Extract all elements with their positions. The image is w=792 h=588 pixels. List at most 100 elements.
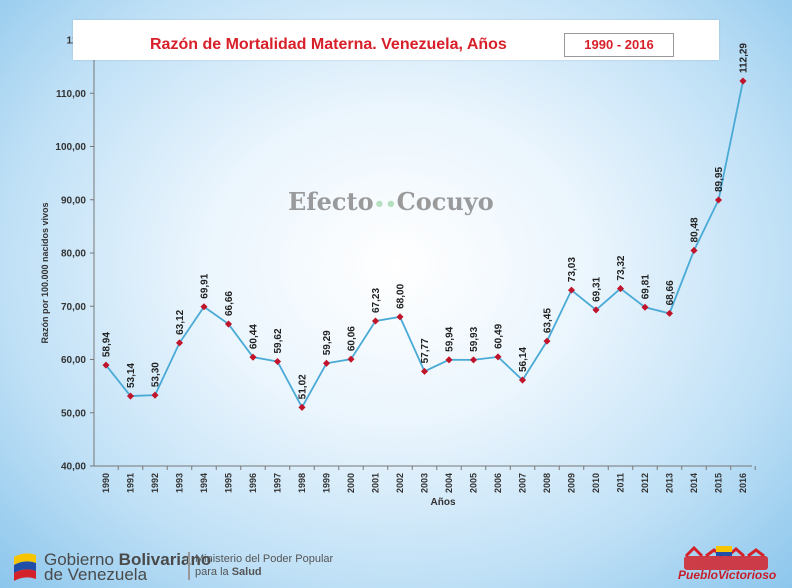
x-tick-label: 1991	[126, 473, 136, 493]
footer-divider	[188, 552, 190, 580]
x-tick-label: 2004	[444, 473, 454, 493]
y-tick-label: 90,00	[61, 195, 86, 206]
data-point	[151, 391, 159, 399]
chart-title: Razón de Mortalidad Materna. Venezuela, …	[150, 36, 507, 53]
chart-title-years: 1990 - 2016	[564, 33, 674, 57]
data-label: 53,30	[151, 362, 162, 387]
data-point	[200, 303, 208, 311]
venezuela-flag-icon	[14, 553, 36, 581]
y-tick-label: 40,00	[61, 462, 86, 473]
data-point	[714, 196, 723, 204]
x-tick-label: 2003	[420, 473, 430, 493]
data-label: 58,94	[102, 332, 113, 357]
gov-name-light: Gobierno	[44, 550, 119, 569]
y-tick-label: 60,00	[61, 355, 86, 366]
x-tick-label: 2012	[640, 473, 650, 493]
x-tick-label: 2008	[542, 473, 552, 493]
x-tick-label: 1990	[101, 473, 111, 493]
data-label: 60,49	[494, 323, 505, 348]
data-point	[641, 303, 649, 311]
watermark: Efecto••Cocuyo	[288, 187, 494, 216]
x-tick-label: 2000	[346, 473, 356, 493]
data-label: 112,29	[739, 43, 750, 73]
logo-text: PuebloVictorioso	[678, 568, 777, 582]
x-tick-label: 2006	[493, 473, 503, 493]
watermark-word-1: Efecto	[288, 187, 374, 216]
data-label: 59,29	[322, 330, 333, 355]
data-label: 67,23	[371, 288, 382, 313]
data-label: 60,06	[347, 326, 358, 351]
data-point	[592, 306, 600, 314]
data-label: 59,94	[445, 326, 456, 351]
ministry-line-2: para la Salud	[195, 566, 262, 578]
data-label: 59,62	[273, 328, 284, 353]
watermark-dots: ••	[373, 194, 397, 215]
x-tick-label: 1997	[273, 473, 283, 493]
x-tick-label: 2010	[591, 473, 601, 493]
x-axis-title: Años	[431, 497, 456, 508]
y-axis-title: Razón por 100.000 nacidos vivos	[40, 202, 50, 343]
data-label: 89,95	[714, 167, 725, 192]
ministry-line-1: Ministerio del Poder Popular	[195, 553, 334, 565]
watermark-word-2: Cocuyo	[396, 187, 494, 216]
x-tick-label: 1996	[248, 473, 258, 493]
data-label: 73,03	[567, 257, 578, 282]
data-point	[396, 313, 404, 321]
x-tick-label: 2001	[371, 473, 381, 493]
x-tick-label: 1998	[297, 473, 307, 493]
data-label: 57,77	[420, 338, 431, 363]
x-tick-label: 1994	[199, 473, 209, 493]
pueblo-victorioso-logo-icon	[684, 546, 768, 570]
x-tick-label: 1993	[175, 473, 185, 493]
y-tick-label: 110,00	[56, 89, 86, 100]
data-point	[469, 356, 478, 364]
data-label: 56,14	[518, 347, 529, 372]
data-point	[518, 376, 527, 384]
data-label: 51,02	[298, 374, 309, 399]
data-point	[322, 359, 331, 367]
y-tick-label: 50,00	[61, 408, 86, 419]
data-point	[445, 356, 453, 364]
y-tick-label: 100,00	[55, 142, 86, 153]
x-tick-label: 2009	[567, 473, 577, 493]
data-point	[739, 77, 747, 85]
footer: Gobierno Bolivariano de Venezuela Minist…	[0, 540, 792, 588]
data-label: 68,66	[665, 280, 676, 305]
data-point	[175, 339, 184, 347]
x-tick-label: 2013	[665, 473, 675, 493]
data-point	[273, 357, 282, 366]
chart: 40,00 50,00 60,00 70,00 80,00 90,00 100,00 110,…	[40, 36, 756, 508]
data-label: 80,48	[690, 217, 701, 242]
y-tick-label: 80,00	[61, 249, 86, 260]
x-tick-label: 1995	[224, 473, 234, 493]
x-tick-label: 2011	[616, 473, 626, 493]
data-point	[690, 246, 698, 254]
x-tick-label: 1999	[322, 473, 332, 493]
x-tick-label: 2015	[714, 473, 724, 493]
ministry-line-2-prefix: para la	[195, 566, 232, 578]
ministry-line-2-bold: Salud	[231, 566, 262, 578]
x-tick-label: 2016	[738, 473, 748, 493]
data-label: 59,93	[469, 326, 480, 351]
data-point	[371, 317, 380, 325]
x-tick-label: 2014	[689, 473, 699, 493]
y-tick-label: 70,00	[61, 302, 86, 313]
data-point	[347, 355, 355, 363]
data-label: 53,14	[126, 363, 137, 388]
data-point	[616, 285, 625, 293]
data-label: 66,66	[224, 291, 235, 316]
x-tick-label: 2002	[395, 473, 405, 493]
data-point	[665, 309, 674, 317]
data-point	[249, 353, 257, 361]
data-point	[224, 320, 233, 328]
data-point	[298, 403, 306, 411]
data-label: 69,31	[592, 276, 603, 301]
gov-name-line-2: de Venezuela	[44, 565, 148, 584]
data-label: 63,12	[175, 309, 186, 334]
data-label: 69,81	[641, 274, 652, 299]
x-tick-label: 2005	[469, 473, 479, 493]
data-label: 60,44	[249, 324, 260, 349]
x-tick-label: 1992	[150, 473, 160, 493]
x-tick-label: 2007	[518, 473, 528, 493]
